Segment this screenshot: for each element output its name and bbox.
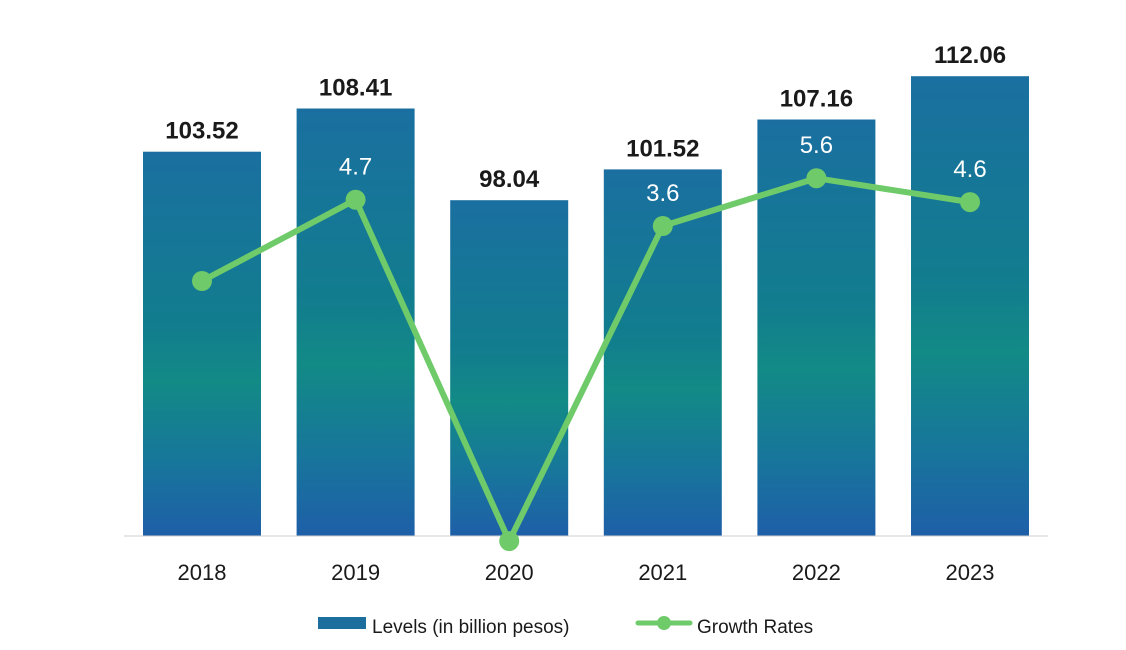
- growth-value-label-2020: -9.6: [489, 553, 530, 580]
- legend-label-growth: Growth Rates: [697, 617, 813, 638]
- x-tick-2023: 2023: [946, 560, 995, 585]
- bar-value-label-2018: 103.52: [165, 118, 238, 145]
- growth-value-label-2022: 5.6: [800, 132, 833, 159]
- legend-swatch-levels: [318, 617, 366, 629]
- growth-point-2021: [652, 216, 673, 236]
- legend-marker-growth: [657, 616, 671, 630]
- growth-point-2019: [345, 189, 366, 210]
- growth-line-layer: 4.7 -9.6 3.6 5.6 4.6: [192, 132, 987, 580]
- bar-2023: [911, 76, 1029, 536]
- legend: Levels (in billion pesos) Growth Rates: [318, 616, 813, 638]
- bar-value-label-2021: 101.52: [626, 135, 699, 162]
- bar-2018: [143, 151, 261, 536]
- x-tick-2018: 2018: [178, 560, 227, 585]
- bar-2019: [296, 108, 415, 536]
- bars-layer: [143, 76, 1029, 536]
- x-tick-2022: 2022: [792, 560, 841, 585]
- bar-labels-layer: 103.52 108.41 98.04 101.52 107.16 112.06: [165, 42, 1006, 193]
- growth-value-label-2019: 4.7: [339, 154, 372, 181]
- growth-value-label-2021: 3.6: [646, 180, 679, 207]
- bar-value-label-2023: 112.06: [934, 42, 1006, 69]
- bar-value-label-2022: 107.16: [780, 86, 853, 113]
- legend-label-levels: Levels (in billion pesos): [372, 617, 570, 638]
- growth-value-label-2023: 4.6: [953, 156, 986, 183]
- x-tick-labels: 2018 2019 2020 2021 2022 2023: [178, 560, 995, 585]
- growth-point-2018: [192, 271, 212, 291]
- growth-point-2023: [960, 192, 980, 213]
- growth-point-2022: [806, 168, 827, 189]
- growth-rate-line: [199, 175, 973, 545]
- x-tick-2021: 2021: [638, 560, 687, 585]
- growth-point-2020: [499, 531, 520, 552]
- bar-2020: [450, 200, 569, 536]
- bar-value-label-2020: 98.04: [479, 166, 540, 193]
- bar-value-label-2019: 108.41: [319, 75, 392, 102]
- x-tick-2019: 2019: [331, 560, 380, 585]
- x-tick-2020: 2020: [485, 560, 534, 585]
